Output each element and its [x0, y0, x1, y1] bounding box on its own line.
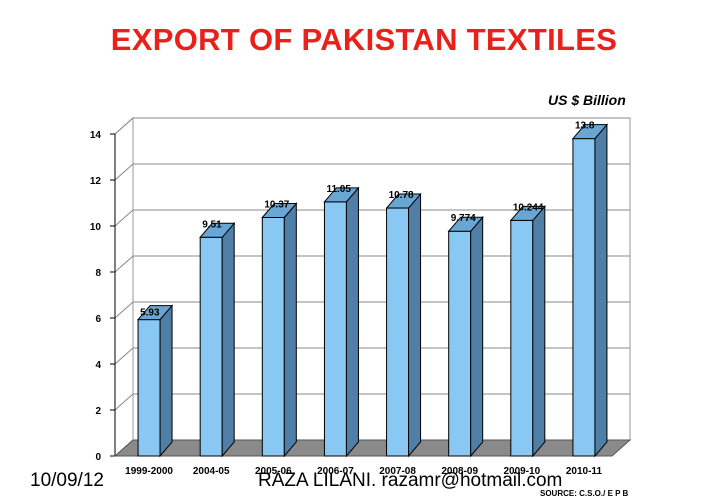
bar	[572, 138, 596, 457]
bar-side	[470, 215, 484, 458]
gridline-side	[114, 163, 134, 181]
gridline-side	[114, 347, 134, 365]
bar	[137, 319, 161, 457]
bar-side	[532, 205, 546, 458]
bar-side	[159, 304, 173, 458]
x-tick-label: 2010-11	[566, 466, 603, 477]
data-label: 10.37	[264, 199, 289, 210]
chart-side-wall	[114, 116, 134, 458]
data-label: 9.774	[451, 213, 476, 224]
bar-top	[136, 305, 174, 321]
bar	[261, 216, 285, 457]
bar-top	[509, 205, 546, 221]
y-tick-label: 10	[90, 222, 102, 233]
bar-side	[408, 192, 422, 458]
data-label: 10.78	[389, 190, 414, 201]
footer-author: RAZA LILANI. razamr@hotmail.com	[258, 470, 563, 491]
x-tick-label: 1999-2000	[125, 466, 173, 477]
x-tick-label: 2006-07	[317, 466, 354, 477]
y-tick-label: 8	[95, 268, 101, 279]
data-label: 5.93	[140, 308, 160, 319]
x-tick-label: 2009-10	[503, 466, 540, 477]
y-tick-label: 4	[95, 360, 101, 371]
chart-title: EXPORT OF PAKISTAN TEXTILES	[110, 22, 618, 57]
x-tick-label: 2005-06	[255, 466, 292, 477]
x-tick-label: 2004-05	[193, 466, 230, 477]
bar-top	[385, 193, 422, 209]
bar-side	[221, 221, 235, 458]
bar	[448, 230, 472, 457]
footer-date: 10/09/12	[30, 470, 104, 491]
bar-side	[594, 123, 608, 458]
bar-top	[199, 222, 236, 238]
bar-top	[323, 187, 360, 203]
y-tick-label: 6	[95, 314, 101, 325]
bar-top	[571, 124, 609, 140]
unit-label: US $ Billion	[548, 92, 626, 108]
bar	[199, 236, 223, 457]
gridline-side	[114, 209, 134, 227]
bar	[510, 219, 534, 457]
bar-top	[447, 216, 484, 232]
bar	[386, 207, 410, 457]
data-label: 11.05	[326, 184, 351, 195]
y-tick-label: 12	[90, 176, 102, 187]
gridline-side	[114, 117, 134, 135]
y-tick-label: 0	[95, 452, 101, 463]
x-tick-label: 2008-09	[441, 466, 478, 477]
gridline-side	[114, 255, 134, 273]
bar-top	[261, 202, 298, 218]
data-label: 10.244	[513, 202, 544, 213]
chart-floor	[113, 439, 632, 457]
gridline-side	[114, 301, 134, 319]
y-tick-label: 2	[95, 406, 101, 417]
bar-side	[345, 186, 359, 458]
data-label: 13.8	[575, 121, 595, 132]
bar	[323, 201, 347, 457]
data-label: 9.51	[202, 219, 222, 230]
source-note: SOURCE: C.S.O./ E P B	[540, 489, 629, 498]
bar-side	[283, 202, 297, 458]
y-tick-label: 14	[90, 130, 102, 141]
x-tick-label: 2007-08	[379, 466, 416, 477]
gridline-side	[114, 393, 134, 411]
